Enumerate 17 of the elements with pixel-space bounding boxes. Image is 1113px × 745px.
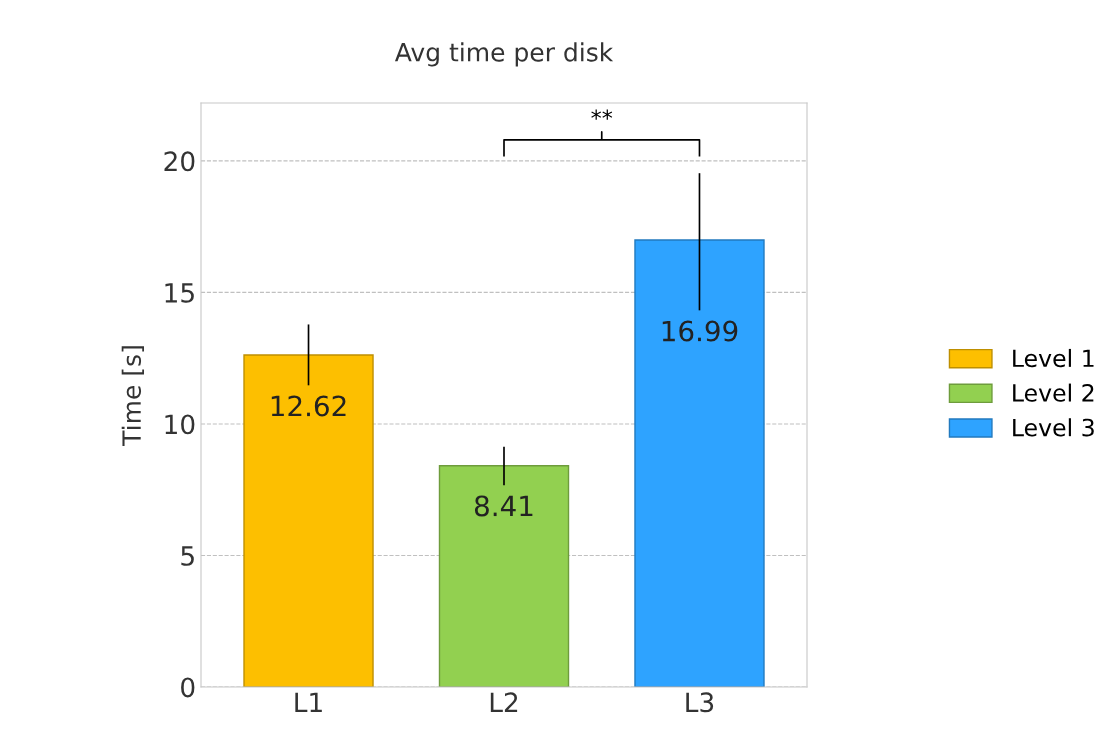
x-tick-label: L2 (490, 692, 518, 712)
data-label: 16.99 (662, 320, 738, 342)
data-label: 8.41 (474, 495, 533, 517)
legend-label: Level 1 (1013, 348, 1094, 368)
data-label: 12.62 (271, 395, 346, 417)
legend-label: Level 2 (1013, 383, 1094, 402)
y-tick-label: 0 (181, 677, 195, 698)
y-axis-title: Time [s] (121, 346, 144, 446)
y-tick-label: 20 (164, 151, 195, 172)
annotation: ** (591, 109, 613, 120)
x-tick-label: L3 (686, 692, 714, 713)
y-tick-label: 10 (165, 414, 195, 435)
legend-label: Level 3 (1013, 418, 1094, 437)
chart-title: Avg time per disk (394, 42, 614, 67)
y-tick-label: 5 (181, 546, 194, 566)
y-tick-label: 15 (165, 283, 194, 303)
x-tick-label: L1 (295, 692, 322, 712)
